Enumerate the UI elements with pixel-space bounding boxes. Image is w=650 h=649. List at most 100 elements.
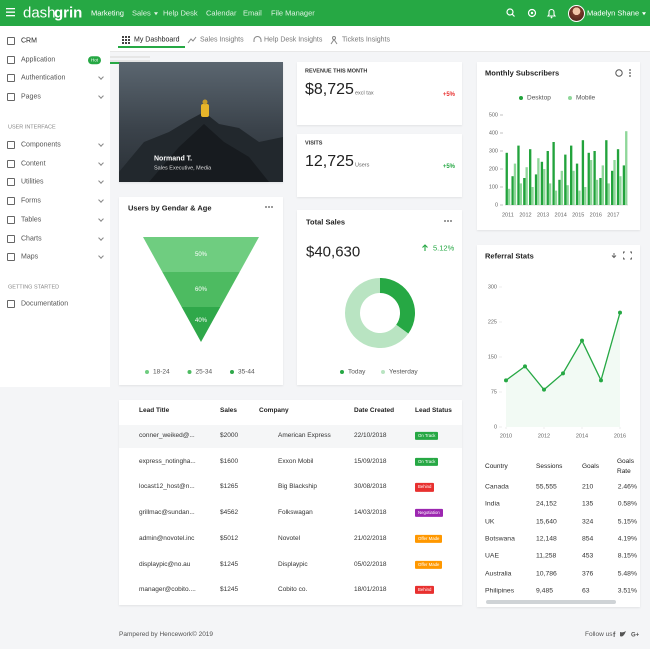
lead-title: admin@novotel.inc bbox=[139, 534, 195, 542]
funnel-segment bbox=[162, 272, 240, 307]
bar bbox=[584, 187, 587, 205]
stat-unit: excl tax bbox=[355, 90, 374, 97]
tab[interactable]: My Dashboard bbox=[134, 36, 180, 44]
x-tick-label: 2016 bbox=[614, 433, 626, 439]
nav-link[interactable]: Email bbox=[243, 8, 262, 18]
menu-icon bbox=[7, 37, 15, 45]
revenue-card bbox=[297, 62, 462, 125]
bar bbox=[613, 160, 616, 205]
bar bbox=[578, 190, 581, 205]
column-header: Sessions bbox=[536, 462, 563, 470]
company: Exxon Mobil bbox=[278, 457, 314, 465]
logo: dash bbox=[23, 4, 56, 22]
menu-item[interactable]: Components bbox=[21, 141, 61, 149]
menu-item[interactable]: Documentation bbox=[21, 300, 69, 308]
bar bbox=[616, 149, 620, 205]
menu-item[interactable]: Authentication bbox=[21, 74, 66, 82]
menu-icon bbox=[7, 253, 15, 262]
menu-icon[interactable] bbox=[6, 8, 16, 17]
nav-link[interactable]: Sales bbox=[132, 9, 158, 17]
column-header: Goals bbox=[582, 462, 599, 470]
bar bbox=[611, 170, 614, 205]
cell: Botswana bbox=[485, 535, 515, 543]
legend-label: Yesterday bbox=[389, 369, 418, 376]
selected-row-bg bbox=[119, 425, 462, 448]
nav-link[interactable]: Help Desk bbox=[163, 8, 198, 18]
menu-item[interactable]: Pages bbox=[21, 93, 41, 101]
bar bbox=[552, 142, 555, 205]
bar bbox=[554, 190, 558, 205]
tab[interactable]: Help Desk Insights bbox=[264, 36, 323, 44]
tab[interactable]: Tickets Insights bbox=[342, 36, 390, 44]
nav-link[interactable]: Marketing bbox=[91, 8, 124, 18]
x-tick-label: 2014 bbox=[555, 212, 567, 218]
x-tick-label: 2013 bbox=[537, 212, 549, 218]
bar bbox=[589, 160, 593, 205]
donut-segment bbox=[345, 278, 409, 348]
badge: Hot bbox=[88, 56, 102, 64]
cell: 3.51% bbox=[617, 587, 637, 595]
user-name[interactable]: Madelyn Shane bbox=[587, 9, 646, 17]
menu-icon bbox=[7, 141, 15, 149]
cell: 376 bbox=[582, 570, 594, 578]
lead-title: conner_weiked@... bbox=[139, 431, 195, 439]
lead-title: locast12_host@n... bbox=[139, 483, 195, 491]
bar bbox=[566, 185, 569, 205]
stat-label: REVENUE THIS MONTH bbox=[305, 68, 368, 75]
column-header: Date Created bbox=[354, 406, 395, 414]
legend-label: 25-34 bbox=[196, 369, 213, 376]
section-title: USER INTERFACE bbox=[8, 124, 56, 131]
company: Folkswagan bbox=[278, 508, 313, 516]
menu-item[interactable]: Content bbox=[21, 160, 46, 168]
x-tick-label: 2012 bbox=[538, 433, 550, 439]
legend-dot bbox=[568, 96, 572, 100]
footer-follow: Follow us bbox=[585, 630, 613, 638]
header-icons[interactable] bbox=[506, 8, 566, 19]
lead-sales: $1245 bbox=[220, 585, 239, 593]
x-tick-label: 2011 bbox=[502, 212, 514, 218]
legend-dot bbox=[230, 370, 234, 374]
date: 22/10/2018 bbox=[354, 431, 387, 439]
cell: 5.48% bbox=[617, 570, 637, 578]
cell: 324 bbox=[582, 518, 594, 526]
cell: 12,148 bbox=[536, 535, 557, 543]
total-sales-card bbox=[297, 210, 462, 385]
cell: 9,485 bbox=[536, 587, 554, 595]
tab[interactable]: Sales Insights bbox=[200, 36, 244, 44]
bar bbox=[519, 183, 522, 205]
company: Cobito co. bbox=[278, 585, 308, 593]
cell: UK bbox=[485, 518, 495, 526]
stat-value: $8,725 bbox=[305, 81, 354, 98]
status-badge: Offer Made bbox=[415, 534, 443, 543]
date: 15/09/2018 bbox=[354, 457, 387, 465]
menu-item[interactable]: Tables bbox=[21, 216, 42, 224]
menu-item[interactable]: Application bbox=[21, 56, 56, 64]
bar bbox=[537, 158, 540, 205]
section-title: GETTING STARTED bbox=[8, 284, 60, 291]
legend-label: 35-44 bbox=[238, 369, 255, 376]
logo: grin bbox=[54, 4, 83, 22]
nav-link[interactable]: File Manager bbox=[271, 8, 315, 18]
donut-segment bbox=[379, 278, 415, 334]
menu-item[interactable]: CRM bbox=[21, 37, 37, 45]
menu-item[interactable]: Forms bbox=[21, 197, 41, 205]
bar bbox=[540, 161, 544, 205]
column-header: Sales bbox=[220, 406, 237, 414]
user-avatar[interactable] bbox=[568, 5, 585, 22]
y-tick-label: 400 bbox=[489, 130, 498, 136]
bar bbox=[505, 152, 508, 205]
menu-item[interactable]: Charts bbox=[21, 235, 42, 242]
bar bbox=[622, 165, 626, 205]
bar bbox=[607, 183, 610, 205]
scrollbar[interactable] bbox=[486, 600, 616, 604]
legend-label: Mobile bbox=[576, 95, 596, 102]
menu-item[interactable]: Utilities bbox=[21, 178, 44, 186]
menu-item[interactable]: Maps bbox=[21, 253, 39, 261]
point bbox=[542, 387, 546, 392]
visits-card bbox=[297, 134, 462, 197]
x-tick-label: 2016 bbox=[590, 212, 602, 218]
stat-change: +5% bbox=[442, 164, 455, 170]
bar bbox=[575, 163, 579, 205]
nav-link[interactable]: Calendar bbox=[206, 8, 237, 18]
y-tick-label: 150 bbox=[488, 354, 497, 360]
